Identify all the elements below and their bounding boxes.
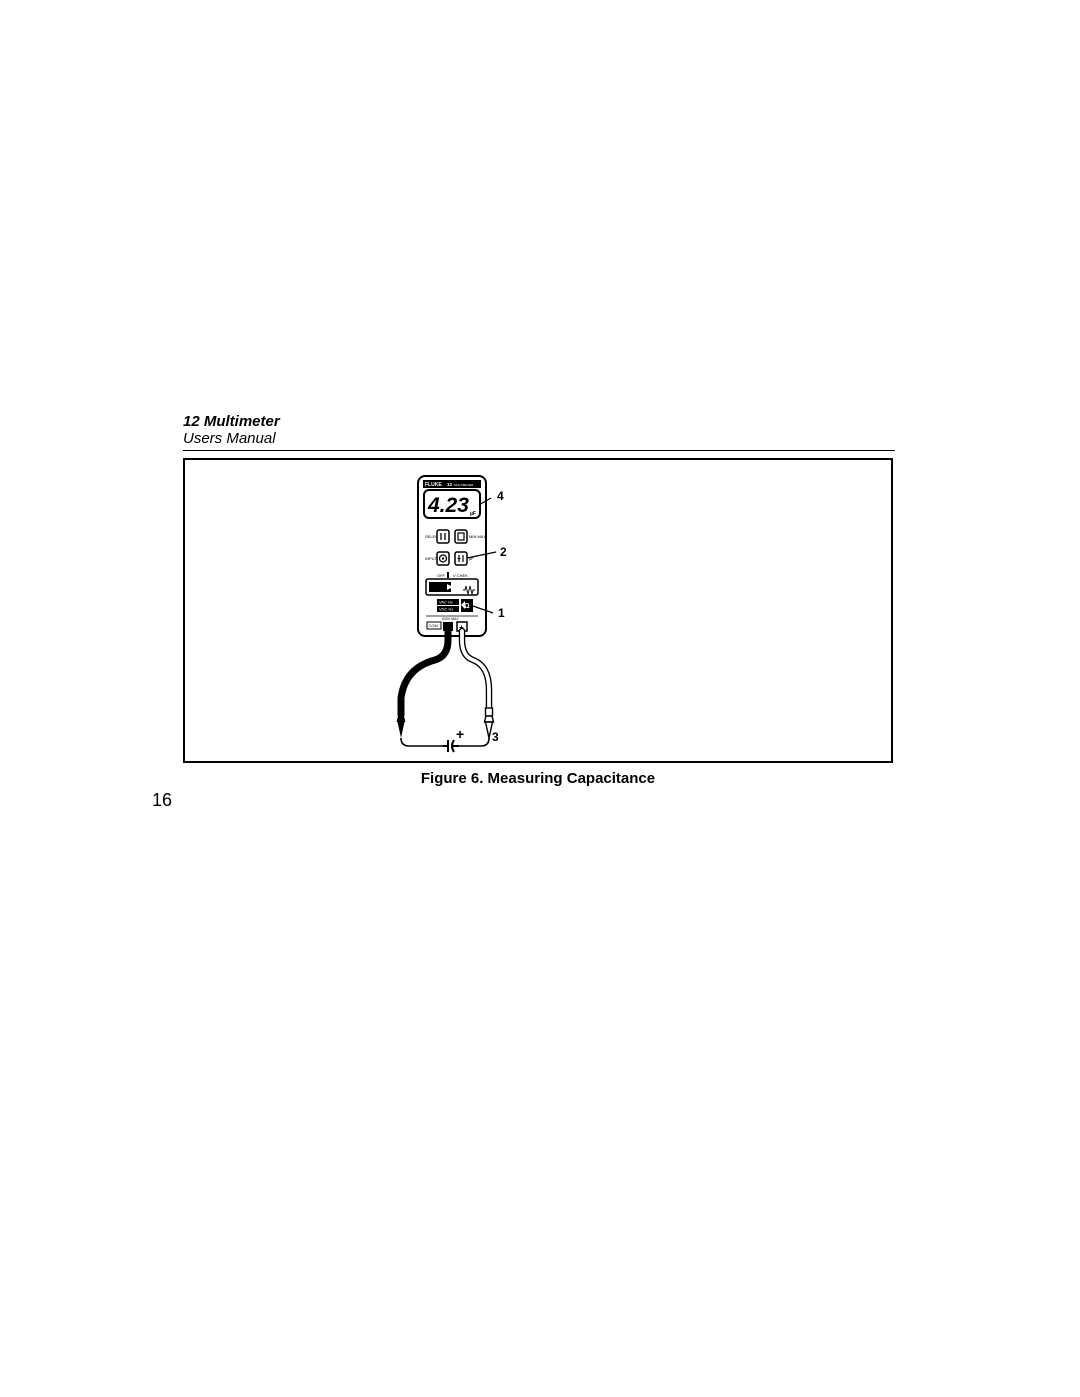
callout-2: 2 (500, 545, 507, 559)
callout-1: 1 (498, 606, 505, 620)
vac-label: VAC Hz (439, 600, 453, 605)
figure-svg: FLUKE 12 MULTIMETER 4.23 µF SELECT MIN M… (185, 460, 895, 765)
polarity-plus: + (456, 726, 464, 742)
lcd-value: 4.23 (427, 494, 469, 517)
model-text: MULTIMETER (454, 483, 474, 487)
lcd-unit: µF (470, 511, 476, 517)
doc-subtitle: Users Manual (183, 431, 893, 448)
black-probe-tip (398, 722, 405, 738)
vdc-label: VDC Hz (439, 607, 453, 612)
callout-4: 4 (497, 489, 504, 503)
page-number: 16 (152, 790, 172, 811)
manual-page: 12 Multimeter Users Manual FLUKE 12 MULT… (0, 0, 1080, 1397)
doc-title: 12 Multimeter (183, 414, 893, 431)
figure-frame: FLUKE 12 MULTIMETER 4.23 µF SELECT MIN M… (183, 458, 893, 763)
vchek-label: V CHEK (453, 573, 468, 578)
com-label: COM (429, 623, 438, 628)
off-label: OFF (437, 573, 446, 578)
warn-label: 600V MAX (442, 617, 459, 621)
btn-minmax (455, 530, 467, 543)
btn-minmax-label: MIN MAX (469, 534, 486, 539)
btn-uf (455, 552, 467, 565)
black-lead (397, 631, 449, 746)
btn-select (437, 530, 449, 543)
model-label: 12 (447, 482, 453, 487)
figure-caption: Figure 6. Measuring Capacitance (183, 770, 893, 787)
header-rule (183, 450, 895, 451)
page-header: 12 Multimeter Users Manual (183, 414, 893, 447)
btn-input-label: INPUT (425, 556, 438, 561)
callout-3: 3 (492, 730, 499, 744)
brand-label: FLUKE (425, 482, 442, 488)
